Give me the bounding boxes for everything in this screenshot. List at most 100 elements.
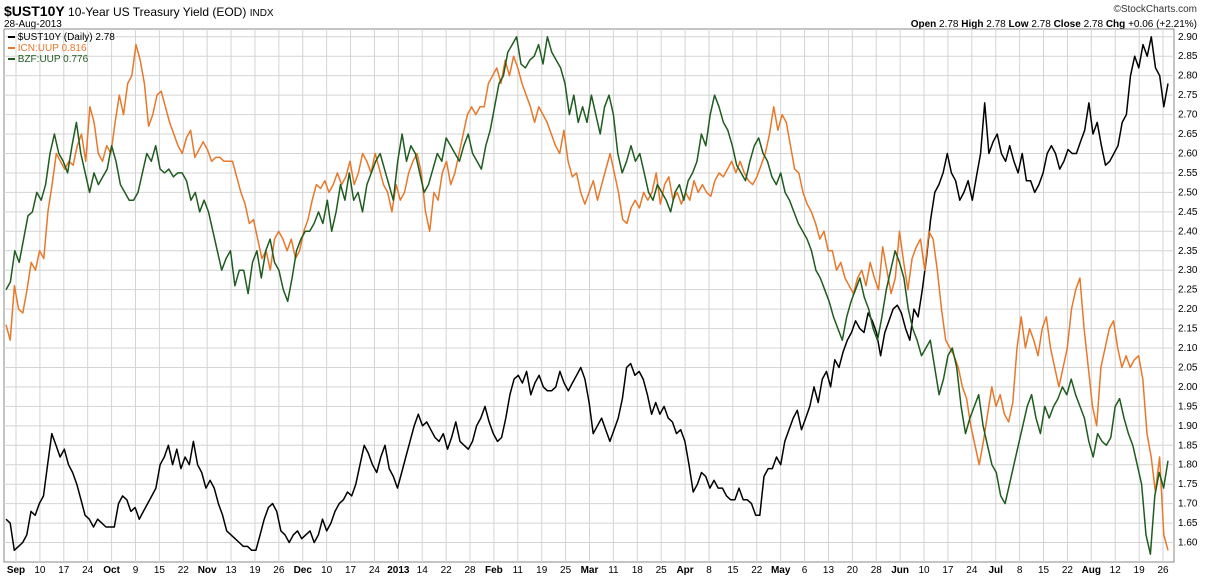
y-tick-label: 2.40 [1178, 226, 1198, 237]
y-tick-label: 1.85 [1178, 440, 1198, 451]
y-tick-label: 2.05 [1178, 362, 1198, 373]
legend-item-bzf: BZF:UUP 0.776 [8, 54, 115, 65]
x-tick-label: 19 [536, 565, 548, 576]
x-tick-label: Nov [198, 565, 217, 576]
x-tick-label: Apr [676, 565, 693, 576]
x-tick-label: Aug [1082, 565, 1101, 576]
x-tick-label: 17 [345, 565, 357, 576]
x-tick-label: 9 [133, 565, 139, 576]
y-tick-label: 2.70 [1178, 110, 1198, 121]
x-tick-label: 13 [823, 565, 835, 576]
open-label: Open [910, 19, 937, 30]
ohlc-readout: Open 2.78 High 2.78 Low 2.78 Close 2.78 … [911, 19, 1197, 30]
x-axis: Sep 10 17 24 Oct 9 15 22 Nov 13 19 26 Dec 10 17 24 2013 1… [7, 565, 1169, 576]
x-tick-label: 18 [632, 565, 644, 576]
x-tick-label: Sep [7, 565, 25, 576]
legend-label: $UST10Y (Daily) 2.78 [17, 32, 115, 43]
legend-item-icn: ICN:UUP 0.816 [8, 43, 115, 54]
high-label: High [961, 19, 984, 30]
x-tick-label: 2013 [387, 565, 410, 576]
y-tick-label: 2.00 [1178, 382, 1198, 393]
series-lines [5, 36, 1169, 555]
x-tick-label: 8 [706, 565, 712, 576]
x-tick-label: 17 [58, 565, 70, 576]
y-tick-label: 2.75 [1178, 90, 1198, 101]
legend-item-ust: $UST10Y (Daily) 2.78 [8, 32, 115, 43]
y-tick-label: 2.20 [1178, 304, 1198, 315]
x-tick-label: 19 [1134, 565, 1146, 576]
x-tick-label: 25 [560, 565, 572, 576]
x-tick-label: 12 [1110, 565, 1122, 576]
y-tick-label: 1.65 [1178, 518, 1198, 529]
x-tick-label: 15 [1038, 565, 1050, 576]
chg-value: +0.06 (+2.21%) [1128, 19, 1197, 30]
x-tick-label: 26 [1157, 565, 1169, 576]
x-tick-label: 15 [154, 565, 166, 576]
x-tick-label: 14 [417, 565, 429, 576]
x-tick-label: 13 [226, 565, 238, 576]
legend-swatch [8, 58, 15, 61]
x-tick-label: Jun [891, 565, 909, 576]
brand-logo[interactable]: ©StockCharts.com [1113, 4, 1197, 15]
x-tick-label: 24 [966, 565, 978, 576]
y-axis: 1.60 1.65 1.70 1.75 1.80 1.85 1.90 1.95 2.00 2.05… [1178, 32, 1198, 549]
y-tick-label: 2.85 [1178, 51, 1198, 62]
x-tick-label: 22 [178, 565, 190, 576]
open-value: 2.78 [939, 19, 959, 30]
x-tick-label: 24 [82, 565, 94, 576]
x-tick-label: 6 [802, 565, 808, 576]
x-tick-label: 24 [369, 565, 381, 576]
x-tick-label: Oct [103, 565, 120, 576]
x-tick-label: May [771, 565, 791, 576]
legend-label: BZF:UUP 0.776 [17, 54, 89, 65]
legend-swatch [8, 36, 15, 39]
y-tick-label: 2.30 [1178, 265, 1198, 276]
chg-label: Chg [1105, 19, 1126, 30]
x-tick-label: Jul [989, 565, 1004, 576]
y-tick-label: 2.80 [1178, 71, 1198, 82]
y-tick-label: 2.60 [1178, 148, 1198, 159]
x-tick-label: 15 [727, 565, 739, 576]
x-tick-label: 17 [942, 565, 954, 576]
legend-label: ICN:UUP 0.816 [17, 43, 87, 54]
y-tick-label: 2.10 [1178, 343, 1198, 354]
x-tick-label: 22 [751, 565, 763, 576]
chart-title: $UST10Y 10-Year US Treasury Yield (EOD) … [4, 3, 274, 19]
x-tick-label: 19 [249, 565, 261, 576]
y-tick-label: 1.60 [1178, 538, 1198, 549]
low-label: Low [1008, 19, 1029, 30]
x-tick-label: Dec [294, 565, 313, 576]
symbol: $UST10Y [4, 3, 65, 19]
x-tick-label: 11 [608, 565, 619, 576]
y-tick-label: 2.50 [1178, 187, 1198, 198]
x-tick-label: 10 [34, 565, 46, 576]
y-tick-label: 1.90 [1178, 421, 1198, 432]
y-tick-label: 2.15 [1178, 324, 1198, 335]
exchange: INDX [249, 8, 274, 19]
legend-swatch [8, 47, 15, 50]
x-tick-label: 28 [464, 565, 476, 576]
ust-line [5, 36, 1169, 552]
x-tick-label: 10 [918, 565, 930, 576]
close-label: Close [1053, 19, 1081, 30]
y-tick-label: 2.55 [1178, 168, 1198, 179]
y-tick-label: 2.25 [1178, 285, 1198, 296]
low-value: 2.78 [1031, 19, 1051, 30]
gridlines [4, 29, 1174, 562]
icn-line [5, 43, 1169, 551]
x-tick-label: 20 [847, 565, 859, 576]
y-tick-label: 2.45 [1178, 207, 1198, 218]
x-tick-label: 8 [1017, 565, 1023, 576]
bzf-line [5, 36, 1169, 555]
y-tick-label: 2.90 [1178, 32, 1198, 43]
y-tick-label: 1.95 [1178, 401, 1198, 412]
y-tick-label: 1.70 [1178, 499, 1198, 510]
x-tick-label: 10 [321, 565, 333, 576]
x-tick-label: 26 [273, 565, 285, 576]
y-tick-label: 1.80 [1178, 460, 1198, 471]
y-tick-label: 2.35 [1178, 246, 1198, 257]
x-tick-label: 22 [1062, 565, 1074, 576]
y-tick-label: 2.65 [1178, 129, 1198, 140]
y-tick-label: 1.75 [1178, 479, 1198, 490]
